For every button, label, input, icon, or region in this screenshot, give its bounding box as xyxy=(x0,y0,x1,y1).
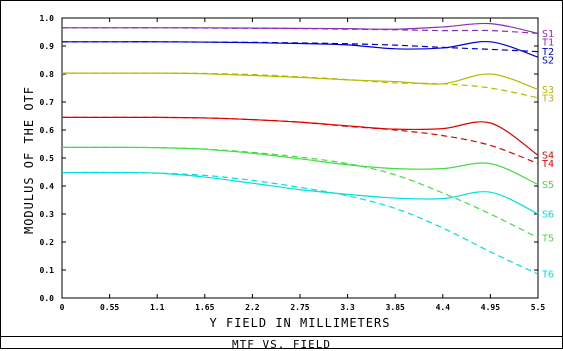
x-tick-label: 3.85 xyxy=(386,303,405,312)
series-line-s6 xyxy=(61,171,539,215)
series-label-s3: S3 xyxy=(542,85,554,96)
series-line-t3 xyxy=(61,72,539,99)
x-tick-label: 4.95 xyxy=(481,303,500,312)
series-label-t4: T4 xyxy=(542,159,554,170)
series-line-s1 xyxy=(62,22,539,34)
y-tick-label: 0.1 xyxy=(40,266,55,275)
y-axis-ticks: 0.0 0.1 0.2 0.3 0.4 0.5 0.6 0.7 0.8 0.9 1.0 xyxy=(40,14,538,303)
x-tick-label: 3.3 xyxy=(340,303,355,312)
y-tick-label: 0.7 xyxy=(40,98,55,107)
series-line-t4 xyxy=(61,116,539,165)
series-label-t5: T5 xyxy=(542,233,554,244)
x-tick-label: 2.75 xyxy=(290,303,309,312)
series-label-t6: T6 xyxy=(542,270,554,281)
y-tick-label: 0.3 xyxy=(40,210,55,219)
series-label-s2: S2 xyxy=(542,56,554,67)
x-tick-label: 4.4 xyxy=(436,303,451,312)
series-line-t1 xyxy=(62,27,539,34)
y-tick-label: 0.8 xyxy=(40,70,55,79)
x-tick-label: 2.2 xyxy=(245,303,260,312)
series-label-t3: T3 xyxy=(542,93,554,104)
series-label-s5: S5 xyxy=(542,180,554,191)
x-axis-ticks: 0 0.55 1.1 1.65 2.2 2.75 3.3 3.85 4.4 4.95 5.5 xyxy=(60,18,546,312)
series-line-s3 xyxy=(61,72,539,90)
series-label-s6: S6 xyxy=(542,210,554,221)
x-tick-label: 1.65 xyxy=(195,303,214,312)
y-tick-label: 0.9 xyxy=(40,42,55,51)
series-line-s5 xyxy=(61,146,539,186)
y-tick-label: 0.5 xyxy=(40,154,55,163)
x-tick-label: 5.5 xyxy=(531,303,546,312)
y-tick-label: 0.6 xyxy=(40,126,55,135)
x-tick-label: 0.55 xyxy=(100,303,119,312)
footer-divider xyxy=(0,336,563,337)
series-label-t1: T1 xyxy=(542,37,554,48)
series-line-s2 xyxy=(61,40,539,58)
x-tick-label: 1.1 xyxy=(150,303,165,312)
chart-title: MTF VS. FIELD xyxy=(231,338,332,351)
x-axis-label: Y FIELD IN MILLIMETERS xyxy=(210,316,391,330)
series-line-t2 xyxy=(61,41,539,53)
y-tick-label: 0.4 xyxy=(40,182,55,191)
plot-border xyxy=(61,17,539,299)
series-line-t6 xyxy=(61,171,539,275)
y-tick-label: 0.0 xyxy=(40,294,55,303)
y-axis-label: MODULUS OF THE OTF xyxy=(22,86,36,234)
series-label-s4: S4 xyxy=(542,151,554,162)
series-line-t5 xyxy=(61,146,539,239)
plot-area xyxy=(61,17,539,299)
series-label-s1: S1 xyxy=(542,29,554,40)
series-label-t2: T2 xyxy=(542,47,554,58)
y-tick-label: 0.2 xyxy=(40,238,55,247)
y-tick-label: 1.0 xyxy=(40,14,55,23)
series-line-s4 xyxy=(61,116,539,156)
series-layer xyxy=(61,22,539,275)
x-tick-label: 0 xyxy=(60,303,65,312)
